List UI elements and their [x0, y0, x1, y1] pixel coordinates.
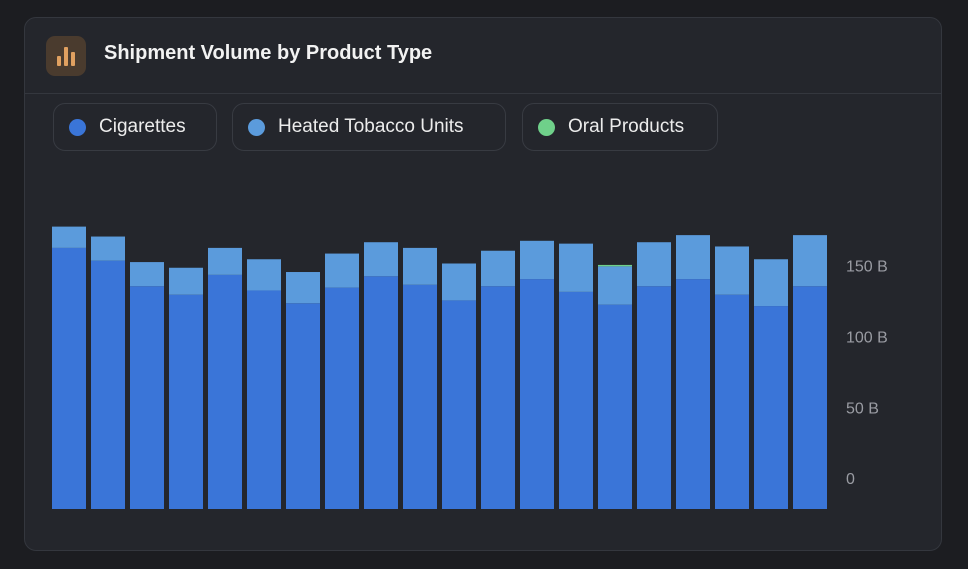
bar-segment [598, 304, 632, 509]
bar-segment [793, 235, 827, 287]
legend-label: Cigarettes [99, 116, 186, 137]
bar-segment [52, 247, 86, 509]
bar-segment [403, 247, 437, 285]
bar-segment [325, 253, 359, 288]
bar-segment [247, 290, 281, 509]
legend-swatch [248, 118, 265, 136]
bar-segment [91, 236, 125, 261]
bar-segment [520, 279, 554, 509]
bar-segment [481, 286, 515, 509]
bar-segment [364, 242, 398, 277]
bar-segment [52, 226, 86, 248]
bar-segment [754, 306, 788, 509]
bar-segment [208, 247, 242, 275]
bar-segment [247, 259, 281, 291]
bar-segment [559, 243, 593, 292]
bar-segment [442, 263, 476, 301]
legend-swatch [538, 118, 555, 136]
bar-segment [130, 262, 164, 287]
bar-segment [286, 303, 320, 509]
bar-segment [169, 294, 203, 509]
legend-label: Heated Tobacco Units [278, 116, 464, 137]
icon-glyph [57, 47, 75, 66]
bar-segment [715, 294, 749, 509]
legend-item[interactable]: Cigarettes [53, 103, 217, 151]
card-header: Shipment Volume by Product Type [25, 18, 941, 94]
bar-segment [598, 264, 632, 267]
bar-segment [91, 260, 125, 509]
legend-label: Oral Products [568, 116, 685, 137]
bar-segment [676, 235, 710, 280]
bar-segment [403, 284, 437, 509]
bar-segment [364, 276, 398, 509]
y-tick-label: 100 B [846, 329, 888, 346]
bar-segment [637, 286, 671, 509]
y-tick-label: 50 B [846, 400, 879, 417]
bar-segment [754, 259, 788, 307]
chart-icon [46, 36, 86, 76]
bar-segment [637, 242, 671, 287]
bar-segment [286, 272, 320, 304]
bar-segment [598, 266, 632, 305]
bar-segment [715, 246, 749, 295]
bar-segment [559, 291, 593, 509]
bar-segment [481, 250, 515, 287]
bar-segment [520, 240, 554, 280]
bar-segment [208, 274, 242, 509]
bar-segment [676, 279, 710, 509]
chart-title: Shipment Volume by Product Type [104, 42, 433, 64]
legend-item[interactable]: Oral Products [522, 103, 718, 151]
bar-segment [130, 286, 164, 509]
bar-segment [793, 286, 827, 509]
bar-segment [325, 287, 359, 509]
legend-swatch [69, 118, 86, 136]
y-tick-label: 150 B [846, 258, 888, 275]
bar-segment [442, 300, 476, 509]
bar-segment [169, 267, 203, 295]
legend-item[interactable]: Heated Tobacco Units [232, 103, 506, 151]
y-tick-label: 0 [846, 471, 855, 488]
